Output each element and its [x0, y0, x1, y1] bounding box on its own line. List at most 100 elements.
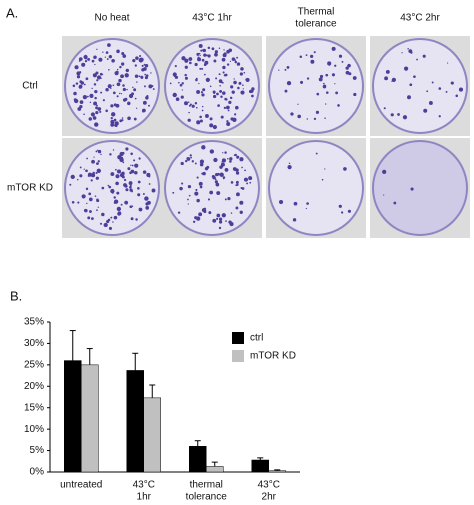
colony — [70, 174, 75, 180]
colony — [198, 82, 200, 85]
colony — [74, 65, 79, 70]
colony — [189, 103, 192, 106]
colony — [286, 80, 292, 86]
colony — [438, 87, 442, 90]
colony — [189, 61, 192, 65]
colony — [239, 210, 243, 214]
colony — [306, 118, 309, 120]
colony — [297, 103, 299, 105]
colony — [133, 159, 136, 162]
colony — [305, 54, 308, 57]
colony — [106, 219, 110, 224]
colony — [108, 226, 112, 230]
colony — [95, 106, 98, 110]
colony — [110, 117, 113, 120]
colony — [137, 180, 141, 184]
colony — [138, 207, 143, 212]
colony — [187, 203, 189, 205]
colony — [120, 93, 123, 95]
colony — [107, 184, 110, 187]
colony — [97, 149, 99, 151]
colony — [143, 63, 146, 66]
colony — [221, 161, 223, 163]
colony — [227, 109, 230, 112]
colony — [231, 90, 235, 94]
colony — [97, 206, 99, 208]
x-tick-label: 1hr — [137, 492, 152, 503]
colony — [293, 201, 298, 206]
colony — [100, 153, 102, 156]
colony — [196, 90, 201, 94]
colony — [222, 152, 224, 154]
colony — [224, 151, 227, 154]
colony — [209, 123, 214, 128]
colony — [115, 174, 120, 179]
colony — [107, 84, 112, 89]
panel-label: A. — [6, 5, 18, 20]
colony — [100, 77, 102, 80]
colony — [223, 49, 225, 51]
colony — [196, 52, 200, 56]
colony — [72, 84, 76, 88]
colony — [85, 187, 89, 191]
colony — [220, 95, 223, 99]
colony — [96, 104, 98, 107]
colony — [316, 92, 320, 96]
colony — [315, 152, 318, 155]
colony — [111, 58, 115, 63]
colony — [288, 162, 291, 165]
legend-label: mTOR KD — [250, 351, 296, 362]
colony — [235, 180, 239, 184]
colony — [401, 52, 403, 54]
colony — [240, 67, 244, 71]
colony — [113, 118, 117, 122]
colony — [172, 92, 177, 98]
colony — [196, 198, 200, 203]
colony — [105, 109, 108, 113]
colony — [222, 176, 226, 179]
colony — [112, 149, 115, 151]
colony — [325, 73, 329, 77]
colony — [221, 213, 226, 218]
colony — [138, 58, 144, 63]
colony — [91, 173, 96, 178]
colony — [313, 51, 316, 54]
colony — [87, 57, 91, 61]
colony — [121, 119, 124, 122]
colony — [231, 57, 236, 61]
colony — [184, 76, 188, 80]
legend-label: ctrl — [250, 333, 263, 344]
bar — [268, 470, 286, 473]
colony — [97, 160, 100, 163]
bar — [143, 397, 161, 473]
colony — [426, 90, 429, 93]
colony — [110, 104, 114, 108]
colony — [223, 52, 227, 56]
colony — [218, 47, 221, 49]
colony — [207, 198, 211, 201]
colony — [423, 108, 428, 113]
colony — [300, 80, 304, 84]
colony — [407, 95, 411, 100]
colony — [184, 159, 188, 163]
colony — [184, 101, 189, 106]
colony — [127, 167, 131, 171]
colony — [181, 89, 183, 91]
colony — [201, 67, 204, 70]
colony — [140, 75, 144, 79]
colony — [110, 216, 113, 219]
colony — [251, 87, 255, 91]
colony — [128, 93, 134, 99]
colony — [79, 174, 83, 178]
colony — [94, 89, 98, 94]
colony — [189, 154, 192, 157]
colony — [116, 169, 122, 174]
colony — [116, 49, 120, 54]
colony — [96, 79, 99, 82]
colony — [310, 59, 315, 64]
colony — [87, 174, 90, 177]
colony — [81, 194, 86, 199]
colony — [112, 221, 114, 223]
colony — [105, 51, 109, 54]
colony — [229, 160, 232, 163]
